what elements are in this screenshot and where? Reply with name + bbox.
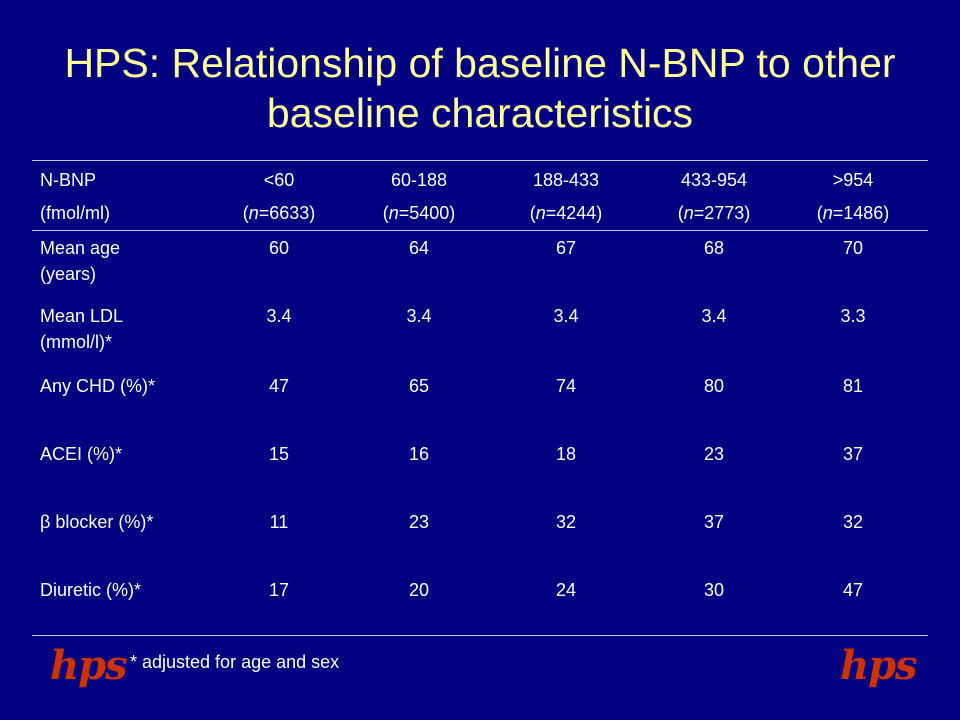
header-label-2: (fmol/ml)	[40, 203, 110, 223]
header-label-1: N-BNP	[40, 170, 97, 190]
table-cell: 3.4	[266, 306, 292, 326]
table-cell: 64	[408, 238, 430, 258]
table-cell: 37	[842, 444, 864, 464]
table-cell: 81	[842, 376, 864, 396]
table-cell: 11	[269, 512, 289, 532]
hps-logo-right: hps	[840, 642, 918, 689]
table-top-rule	[32, 160, 928, 161]
table-cell: 17	[268, 580, 290, 600]
header-bottom-rule	[32, 230, 928, 231]
table-cell: 80	[703, 376, 725, 396]
table-cell: 23	[703, 444, 725, 464]
table-cell: 24	[555, 580, 577, 600]
table-cell: 16	[408, 444, 430, 464]
row-label: ACEI (%)*	[40, 444, 123, 464]
header-range: 188-433	[532, 170, 600, 190]
table-cell: 18	[555, 444, 577, 464]
footnote: * adjusted for age and sex	[130, 652, 340, 672]
row-label: β blocker (%)*	[40, 512, 154, 532]
header-n: (n=2773)	[677, 203, 751, 223]
table-cell: 70	[842, 238, 864, 258]
table-cell: 30	[703, 580, 725, 600]
header-range: <60	[263, 170, 295, 190]
table-cell: 3.4	[701, 306, 727, 326]
table-cell: 32	[842, 512, 864, 532]
table-cell: 15	[268, 444, 290, 464]
header-n: (n=4244)	[529, 203, 603, 223]
table-cell: 3.4	[553, 306, 579, 326]
table-cell: 23	[408, 512, 430, 532]
header-range: 60-188	[390, 170, 448, 190]
row-label: Any CHD (%)*	[40, 376, 156, 396]
table-cell: 3.3	[840, 306, 866, 326]
row-label-sub: (years)	[40, 264, 97, 284]
header-n: (n=1486)	[816, 203, 890, 223]
header-range: 433-954	[680, 170, 748, 190]
table-cell: 47	[842, 580, 864, 600]
table-cell: 60	[268, 238, 290, 258]
table-cell: 37	[703, 512, 725, 532]
row-label: Mean LDL	[40, 306, 124, 326]
table-cell: 74	[555, 376, 577, 396]
row-label: Mean age	[40, 238, 121, 258]
table-cell: 68	[703, 238, 725, 258]
slide-title: HPS: Relationship of baseline N-BNP to o…	[64, 40, 896, 136]
header-n: (n=6633)	[242, 203, 316, 223]
header-range: >954	[832, 170, 874, 190]
table-cell: 47	[268, 376, 290, 396]
header-n: (n=5400)	[382, 203, 456, 223]
row-label: Diuretic (%)*	[40, 580, 142, 600]
table-cell: 32	[555, 512, 577, 532]
table-cell: 3.4	[406, 306, 432, 326]
table-cell: 65	[408, 376, 430, 396]
row-label-sub: (mmol/l)*	[40, 332, 112, 352]
table-cell: 20	[408, 580, 430, 600]
hps-logo-left: hps	[50, 642, 128, 689]
table-cell: 67	[555, 238, 577, 258]
table-bottom-rule	[32, 635, 928, 636]
